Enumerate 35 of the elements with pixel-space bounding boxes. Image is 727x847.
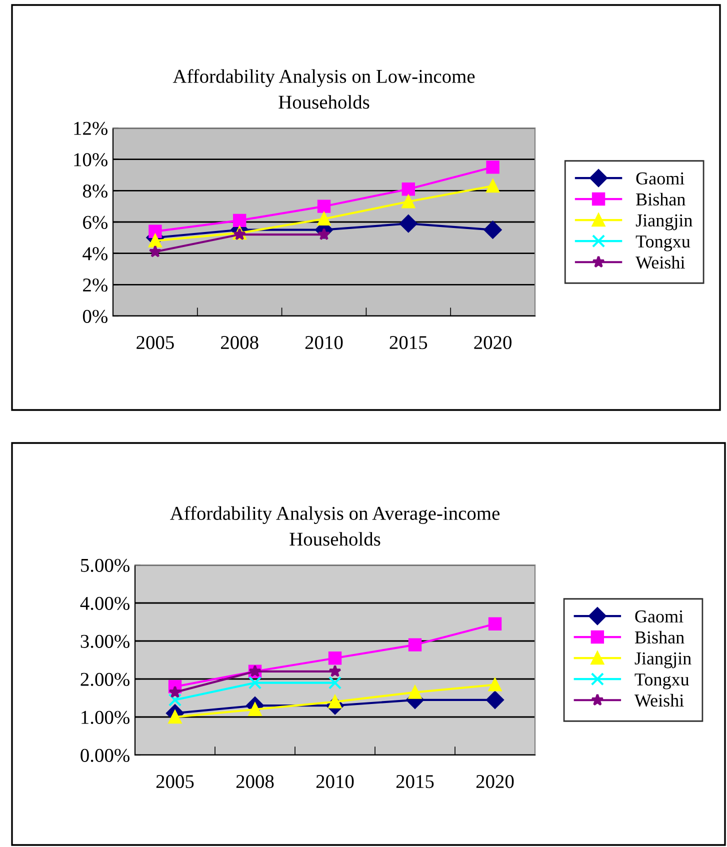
y-tick-label: 10% bbox=[74, 153, 108, 166]
x-tick-label: 2015 bbox=[390, 336, 428, 350]
y-tick-label: 0% bbox=[82, 310, 108, 323]
y-tick-label: 2% bbox=[83, 278, 108, 292]
y-tick-label: 6% bbox=[83, 216, 108, 229]
legend-label: Weishi bbox=[634, 694, 684, 707]
x-tick-label: 2015 bbox=[396, 775, 434, 788]
legend-label: Gaomi bbox=[635, 610, 684, 623]
x-tick-label: 2010 bbox=[305, 336, 343, 350]
x-tick-label: 2020 bbox=[474, 336, 512, 350]
legend-label: Tongxu bbox=[634, 674, 690, 690]
chart-title: Affordability Analysis on Average-income Households bbox=[170, 506, 500, 546]
y-tick-label: 12% bbox=[74, 122, 108, 135]
x-tick-label: 2008 bbox=[221, 336, 258, 350]
y-tick-label: 1.00% bbox=[82, 710, 130, 724]
legend-label: Jiangjin bbox=[636, 214, 692, 230]
legend-label: Gaomi bbox=[636, 172, 684, 185]
y-tick-label: 5.00% bbox=[81, 558, 130, 572]
y-tick-label: 8% bbox=[82, 184, 108, 198]
x-tick-label: 2008 bbox=[236, 775, 274, 788]
legend-label: Bishan bbox=[634, 630, 684, 644]
legend-label: Jiangjin bbox=[634, 652, 692, 668]
x-tick-label: 2020 bbox=[476, 775, 514, 788]
x-tick-label: 2005 bbox=[156, 775, 194, 788]
legend-label: Weishi bbox=[636, 256, 685, 269]
legend-label: Tongxu bbox=[636, 236, 690, 252]
y-tick-label: 2.00% bbox=[80, 672, 130, 686]
x-tick-label: 2010 bbox=[316, 775, 354, 788]
y-tick-label: 3.00% bbox=[80, 634, 130, 648]
y-tick-label: 4% bbox=[82, 247, 108, 260]
y-tick-label: 0.00% bbox=[80, 748, 130, 762]
y-tick-label: 4.00% bbox=[80, 596, 130, 610]
chart-title: Affordability Analysis on Low-income Households bbox=[172, 69, 475, 109]
legend-label: Bishan bbox=[636, 192, 686, 206]
x-tick-label: 2005 bbox=[136, 336, 174, 350]
